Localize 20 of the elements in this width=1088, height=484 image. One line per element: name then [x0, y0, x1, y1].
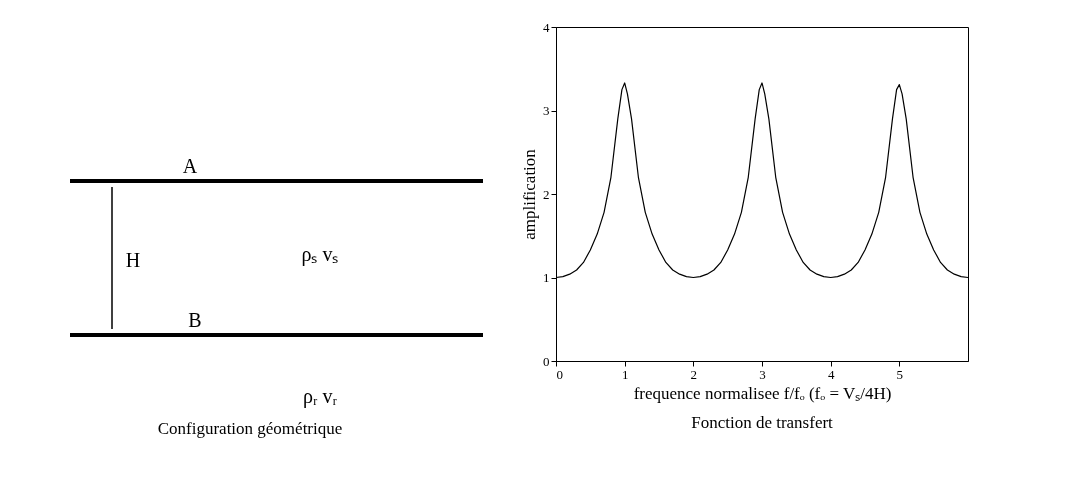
x-axis-title: frequence normalisee f/fₒ (fₒ = Vₛ/4H) — [633, 383, 892, 403]
x-tick-label: 0 — [556, 366, 563, 382]
text: B — [188, 309, 202, 331]
y-tick-label: 0 — [543, 353, 550, 369]
y-tick-label: 2 — [543, 186, 550, 202]
x-tick-label: 3 — [759, 366, 766, 382]
text: A — [182, 155, 198, 177]
y-tick-label: 3 — [543, 103, 550, 118]
x-tick-label: 1 — [621, 366, 629, 382]
x-tick-label: 2 — [690, 366, 698, 382]
y-tick-label: 1 — [543, 270, 550, 285]
y-axis-title: amplification — [520, 148, 539, 240]
text: Fonction de transfert — [691, 413, 834, 432]
text: Configuration géométrique — [157, 419, 343, 438]
x-tick-label: 4 — [827, 366, 835, 382]
y-tick-label: 4 — [543, 19, 550, 35]
text: ρₛ vₛ — [301, 243, 339, 266]
text: H — [125, 249, 141, 271]
text: ρᵣ vᵣ — [302, 385, 338, 408]
x-tick-label: 5 — [896, 366, 904, 382]
